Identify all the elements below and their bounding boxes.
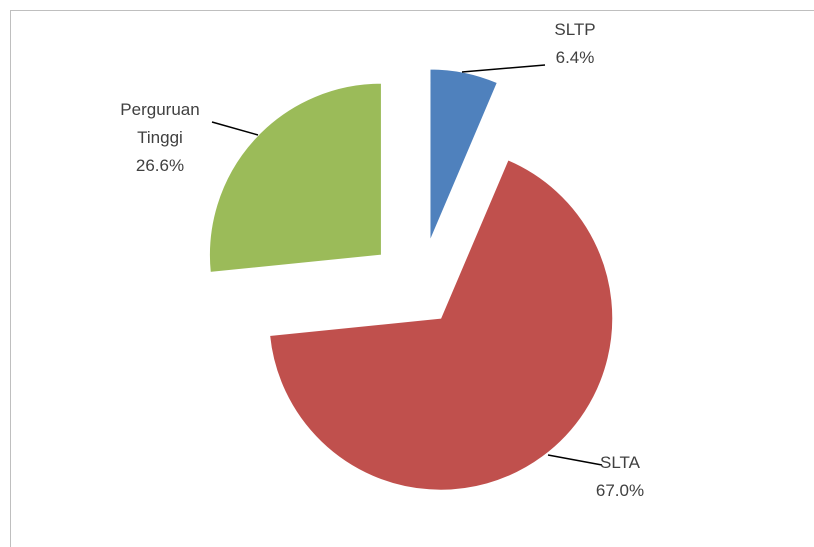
value-label: 6.4% (555, 48, 595, 67)
pie-slice (208, 82, 382, 273)
category-label: Perguruan Tinggi (120, 100, 200, 147)
pie-slice (269, 159, 614, 491)
category-label: SLTP (554, 20, 596, 39)
slice-label: SLTA 67.0% (575, 449, 665, 505)
leader-line (461, 64, 546, 73)
slice-label: Perguruan Tinggi 26.6% (100, 96, 220, 180)
value-label: 26.6% (135, 156, 185, 175)
leader-line (547, 454, 603, 466)
value-label: 67.0% (595, 481, 645, 500)
category-label: SLTA (600, 453, 640, 472)
slice-label: SLTP 6.4% (530, 16, 620, 72)
leader-line (211, 121, 259, 136)
